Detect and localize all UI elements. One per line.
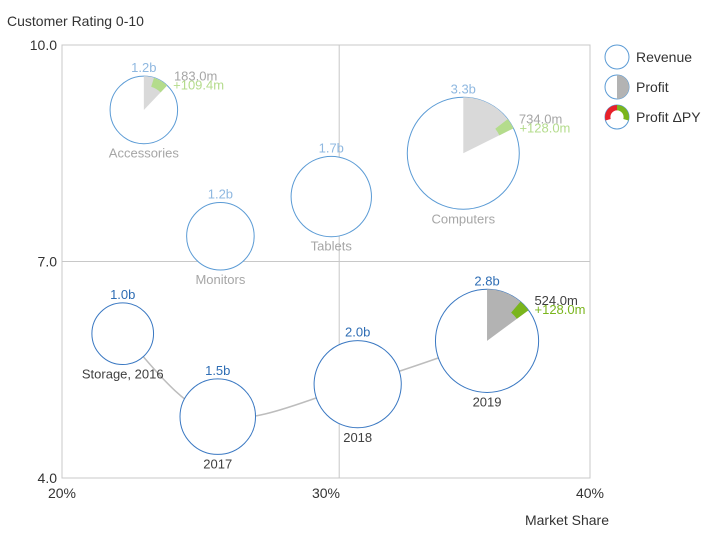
legend-label: Revenue [636, 49, 692, 65]
revenue-label: 3.3b [451, 81, 476, 96]
category-bubble: 3.3b 734.0m+128.0m Computers [406, 81, 570, 226]
revenue-label: 1.2b [208, 186, 233, 201]
bubble-name-label: Computers [431, 211, 495, 226]
x-tick-label: 20% [48, 485, 76, 501]
axis-ticks: 4.0 7.0 10.0 20% 30% 40% [30, 37, 604, 501]
revenue-circle [91, 302, 155, 365]
bubble-name-label: Tablets [311, 239, 353, 254]
bubble-name-label: Monitors [195, 272, 245, 287]
profit-delta-segment [511, 301, 529, 319]
legend-swatch [604, 44, 630, 70]
bubble-name-label: 2018 [343, 430, 372, 445]
x-tick-label: 40% [576, 485, 604, 501]
bubbles: 1.2b183.0m+109.4mAccessories3.3b734.0m+1… [82, 60, 586, 471]
x-axis-title: Market Share [525, 512, 609, 528]
legend-item-profit-delta: Profit ΔPY [604, 104, 701, 130]
series-bubble: 2.0b 2018 [313, 325, 402, 445]
profit-delta-label: +109.4m [173, 77, 224, 92]
revenue-circle [290, 155, 372, 238]
revenue-label: 1.0b [110, 287, 135, 302]
y-axis-title: Customer Rating 0-10 [7, 13, 144, 29]
profit-delta-label: +128.0m [519, 120, 570, 135]
profit-slice [463, 97, 514, 154]
legend-profit-slice [617, 75, 629, 99]
legend-label: Profit [636, 79, 669, 95]
revenue-label: 2.0b [345, 325, 370, 340]
legend-delta-negative [604, 105, 617, 121]
legend: Revenue Profit Profit ΔPY [604, 44, 701, 130]
legend-label: Profit ΔPY [636, 109, 701, 125]
series-bubble: 2.8b 524.0m+128.0m 2019 [434, 273, 586, 409]
revenue-label: 1.7b [319, 140, 344, 155]
category-bubble: 1.2b Monitors [186, 186, 255, 287]
revenue-circle [179, 378, 257, 455]
legend-item-profit: Profit [604, 74, 669, 100]
legend-delta-positive [617, 105, 629, 121]
bubble-name-label: Accessories [109, 146, 180, 161]
bubble-name-label: Storage, 2016 [82, 366, 164, 381]
category-bubble: 1.7b Tablets [290, 140, 372, 254]
series-bubble: 1.5b 2017 [179, 363, 257, 471]
y-tick-label: 7.0 [38, 254, 58, 270]
profit-label: 183.0m [174, 68, 217, 83]
series-trail-line [122, 333, 488, 419]
profit-label: 734.0m [519, 111, 562, 126]
revenue-circle [313, 340, 402, 429]
series-trail-curve [122, 333, 488, 419]
legend-item-revenue: Revenue [604, 44, 692, 70]
revenue-label: 1.5b [205, 363, 230, 378]
y-tick-label: 10.0 [30, 37, 57, 53]
y-tick-label: 4.0 [38, 470, 58, 486]
category-bubble: 1.2b 183.0m+109.4m Accessories [109, 60, 224, 161]
x-tick-label: 30% [312, 485, 340, 501]
revenue-label: 1.2b [131, 60, 156, 75]
profit-label: 524.0m [534, 293, 577, 308]
series-bubble: 1.0b Storage, 2016 [82, 287, 164, 382]
profit-delta-label: +128.0m [535, 302, 586, 317]
bubble-name-label: 2017 [203, 456, 232, 471]
profit-slice [487, 289, 529, 341]
revenue-circle [186, 201, 255, 271]
profit-delta-segment [495, 119, 514, 136]
bubble-name-label: 2019 [473, 394, 502, 409]
profit-delta-segment [151, 77, 168, 93]
revenue-label: 2.8b [474, 273, 499, 288]
